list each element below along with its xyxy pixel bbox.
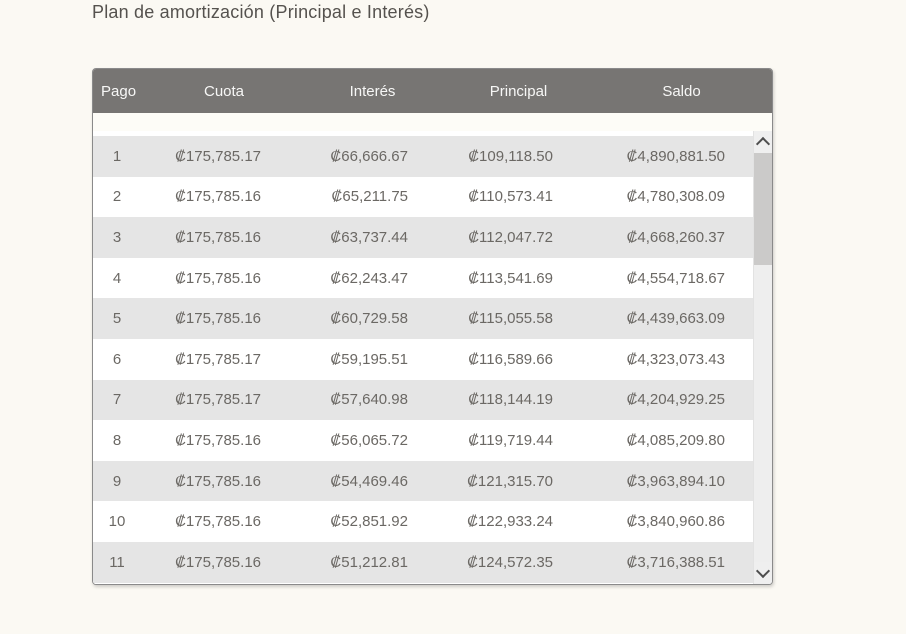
cell-pago: 5 — [112, 310, 122, 328]
cell-principal: ₡124,572.35 — [467, 553, 553, 571]
cell-interes: ₡65,211.75 — [331, 188, 408, 206]
cell-principal: ₡115,055.58 — [468, 310, 553, 328]
column-header-interes[interactable]: Interés — [349, 82, 396, 100]
table-row[interactable]: 4 ₡175,785.16 ₡62,243.47 ₡113,541.69 ₡4,554,… — [93, 257, 753, 299]
cell-pago: 6 — [112, 350, 122, 368]
cell-interes: ₡52,851.92 — [330, 513, 408, 531]
cell-interes: ₡59,195.51 — [330, 350, 408, 368]
table-row[interactable]: 10 ₡175,785.16 ₡52,851.92 ₡122,933.24 ₡3,840… — [93, 501, 753, 542]
cell-saldo: ₡3,716,388.51 — [626, 553, 725, 571]
table-header-row: Pago Cuota Interés Principal Saldo — [93, 69, 772, 113]
cell-pago: 4 — [112, 269, 122, 287]
cell-saldo: ₡4,668,260.37 — [626, 228, 725, 246]
chevron-down-icon — [755, 563, 771, 579]
amortization-table: Pago Cuota Interés Principal Saldo 1 ₡175,785… — [92, 68, 773, 585]
table-scroll-viewport: 1 ₡175,785.17 ₡66,666.67 ₡109,118.50 ₡4,890,… — [93, 131, 772, 584]
cell-saldo: ₡3,963,894.10 — [626, 472, 725, 490]
table-row[interactable]: 11 ₡175,785.16 ₡51,212.81 ₡124,572.35 ₡3,716… — [93, 541, 753, 583]
cell-pago: 7 — [112, 391, 122, 409]
chevron-up-icon — [755, 136, 771, 152]
column-header-pago[interactable]: Pago — [101, 82, 137, 100]
cell-cuota: ₡175,785.16 — [175, 553, 261, 571]
cell-interes: ₡63,737.44 — [330, 228, 408, 246]
scroll-up-button[interactable] — [754, 131, 772, 153]
cell-interes: ₡57,640.98 — [330, 391, 408, 409]
cell-cuota: ₡175,785.17 — [175, 391, 261, 409]
cell-principal: ₡110,573.41 — [468, 188, 553, 206]
cell-interes: ₡51,212.81 — [330, 553, 408, 571]
cell-principal: ₡121,315.70 — [467, 472, 553, 490]
cell-cuota: ₡175,785.16 — [175, 513, 261, 531]
cell-cuota: ₡175,785.16 — [175, 188, 261, 206]
cell-interes: ₡62,243.47 — [330, 269, 408, 287]
cell-pago: 1 — [112, 147, 122, 165]
page-title: Plan de amortización (Principal e Interé… — [92, 2, 430, 22]
cell-saldo: ₡4,439,663.09 — [626, 310, 725, 328]
cell-saldo: ₡4,780,308.09 — [626, 188, 725, 206]
table-row[interactable]: 1 ₡175,785.17 ₡66,666.67 ₡109,118.50 ₡4,890,… — [93, 136, 753, 177]
cell-saldo: ₡4,554,718.67 — [626, 269, 725, 287]
cell-principal: ₡113,541.69 — [468, 269, 553, 287]
cell-cuota: ₡175,785.16 — [175, 269, 261, 287]
cell-cuota: ₡175,785.16 — [175, 228, 261, 246]
cell-pago: 8 — [112, 431, 122, 449]
table-row[interactable]: 8 ₡175,785.16 ₡56,065.72 ₡119,719.44 ₡4,085,… — [93, 420, 753, 461]
cell-interes: ₡60,729.58 — [330, 310, 408, 328]
vertical-scrollbar[interactable] — [753, 131, 772, 584]
table-row[interactable]: 7 ₡175,785.17 ₡57,640.98 ₡118,144.19 ₡4,204,… — [93, 379, 753, 421]
scrollbar-thumb[interactable] — [754, 153, 772, 265]
cell-interes: ₡56,065.72 — [330, 431, 408, 449]
cell-cuota: ₡175,785.16 — [175, 472, 261, 490]
table-row[interactable]: 5 ₡175,785.16 ₡60,729.58 ₡115,055.58 ₡4,439,… — [93, 298, 753, 339]
cell-interes: ₡54,469.46 — [330, 472, 408, 490]
column-header-saldo[interactable]: Saldo — [662, 82, 701, 100]
cell-saldo: ₡4,204,929.25 — [626, 391, 725, 409]
cell-pago: 3 — [112, 228, 122, 246]
table-row[interactable]: 2 ₡175,785.16 ₡65,211.75 ₡110,573.41 ₡4,780,… — [93, 176, 753, 218]
cell-principal: ₡118,144.19 — [468, 391, 553, 409]
header-spacer — [93, 113, 772, 131]
table-row[interactable]: 3 ₡175,785.16 ₡63,737.44 ₡112,047.72 ₡4,668,… — [93, 217, 753, 258]
table-body: 1 ₡175,785.17 ₡66,666.67 ₡109,118.50 ₡4,890,… — [93, 131, 753, 584]
cell-principal: ₡122,933.24 — [467, 513, 553, 531]
cell-principal: ₡112,047.72 — [468, 228, 553, 246]
cell-saldo: ₡4,890,881.50 — [626, 147, 725, 165]
cell-interes: ₡66,666.67 — [330, 147, 408, 165]
cell-saldo: ₡4,323,073.43 — [626, 350, 725, 368]
cell-pago: 9 — [112, 472, 122, 490]
cell-cuota: ₡175,785.16 — [175, 431, 261, 449]
cell-cuota: ₡175,785.17 — [175, 147, 261, 165]
cell-principal: ₡116,589.66 — [468, 350, 553, 368]
column-header-principal[interactable]: Principal — [489, 82, 548, 100]
column-header-cuota[interactable]: Cuota — [203, 82, 245, 100]
cell-principal: ₡109,118.50 — [468, 147, 553, 165]
scroll-down-button[interactable] — [754, 562, 772, 584]
cell-principal: ₡119,719.44 — [468, 431, 553, 449]
table-row[interactable]: 6 ₡175,785.17 ₡59,195.51 ₡116,589.66 ₡4,323,… — [93, 338, 753, 380]
cell-pago: 10 — [108, 513, 126, 531]
cell-saldo: ₡4,085,209.80 — [626, 431, 725, 449]
cell-pago: 11 — [109, 553, 125, 571]
cell-pago: 2 — [112, 188, 122, 206]
cell-saldo: ₡3,840,960.86 — [626, 513, 725, 531]
table-row[interactable]: 9 ₡175,785.16 ₡54,469.46 ₡121,315.70 ₡3,963,… — [93, 460, 753, 502]
cell-cuota: ₡175,785.16 — [175, 310, 261, 328]
cell-cuota: ₡175,785.17 — [175, 350, 261, 368]
